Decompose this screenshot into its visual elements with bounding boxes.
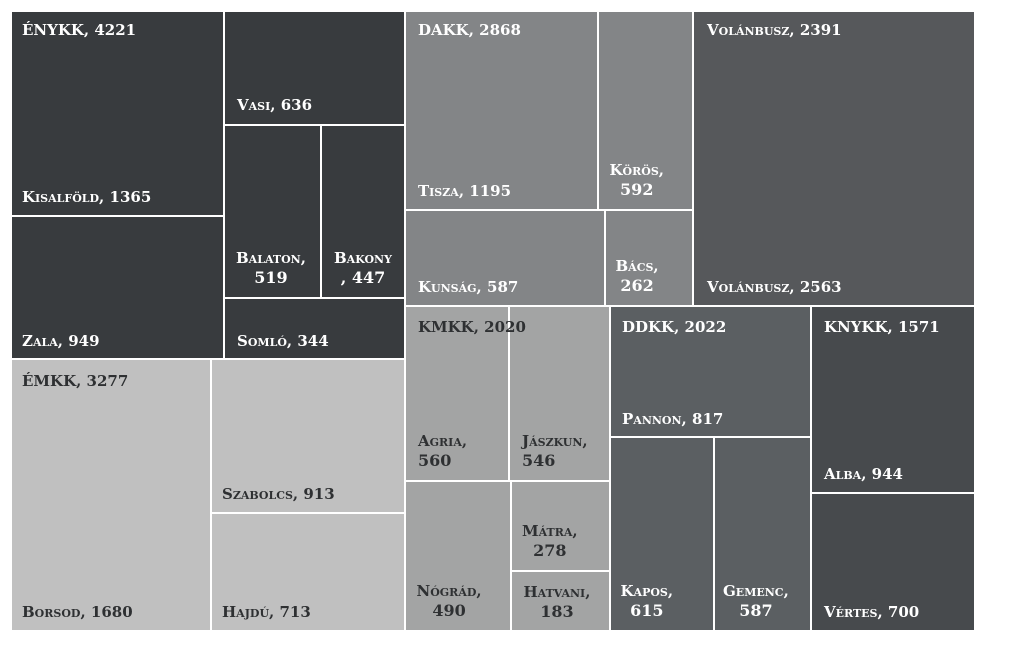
treemap-tile-nograd bbox=[405, 481, 511, 631]
tile-label-borsod: Borsod, 1680 bbox=[22, 602, 133, 622]
tile-label-line2: 587 bbox=[739, 601, 773, 620]
tile-label-line2: 490 bbox=[432, 601, 466, 620]
tile-label-text: Borsod, 1680 bbox=[22, 603, 133, 621]
tile-label-pannon: Pannon, 817 bbox=[622, 409, 723, 429]
tile-label-kisalfold: Kisalföld, 1365 bbox=[22, 187, 151, 207]
treemap-tile-zala bbox=[11, 216, 224, 359]
tile-label-line1: Mátra, bbox=[522, 522, 578, 540]
treemap-tile-pannon bbox=[610, 306, 811, 437]
tile-label-line2: 615 bbox=[630, 601, 664, 620]
tile-label-matra: Mátra, 278 bbox=[522, 521, 578, 561]
tile-label-line2: 183 bbox=[540, 602, 574, 621]
tile-label-agria: Agria, 560 bbox=[418, 431, 467, 471]
tile-label-line1: Gemenc, bbox=[723, 582, 789, 600]
tile-label-text: Szabolcs, 913 bbox=[222, 485, 335, 503]
tile-label-line1: Bakony bbox=[334, 249, 392, 267]
tile-label-szabolcs: Szabolcs, 913 bbox=[222, 484, 335, 504]
tile-label-text: Somló, 344 bbox=[237, 332, 329, 350]
tile-label-gemenc: Gemenc, 587 bbox=[723, 581, 789, 621]
tile-label-tisza: Tisza, 1195 bbox=[418, 181, 511, 201]
treemap-tile-volanbusz bbox=[693, 11, 975, 306]
treemap-tile-bakony bbox=[321, 125, 405, 298]
treemap-tile-matra bbox=[511, 481, 610, 571]
group-label-enykk: ÉNYKK, 4221 bbox=[22, 21, 137, 39]
treemap-tile-tisza bbox=[405, 11, 598, 210]
tile-label-text: Vasi, 636 bbox=[237, 96, 313, 114]
tile-label-kapos: Kapos, 615 bbox=[621, 581, 674, 621]
treemap-tile-somlo bbox=[224, 298, 405, 359]
tile-label-jaszkun: Jászkun, 546 bbox=[522, 431, 588, 471]
group-label-volanbusz: Volánbusz, 2391 bbox=[707, 21, 842, 39]
treemap-tile-kisalfold bbox=[11, 11, 224, 216]
group-label-emkk: ÉMKK, 3277 bbox=[22, 372, 129, 390]
treemap-tile-kunsag bbox=[405, 210, 605, 306]
tile-label-line1: Körös, bbox=[609, 161, 665, 179]
tile-label-kunsag: Kunság, 587 bbox=[418, 277, 518, 297]
tile-label-hatvani: Hatvani, 183 bbox=[524, 582, 591, 622]
tile-label-nograd: Nógrád, 490 bbox=[417, 581, 482, 621]
tile-label-text: Hajdú, 713 bbox=[222, 603, 311, 621]
tile-label-line2: 519 bbox=[254, 268, 288, 287]
tile-label-line2: 278 bbox=[533, 541, 567, 560]
tile-label-alba: Alba, 944 bbox=[824, 464, 903, 484]
tile-label-line2: 592 bbox=[620, 180, 654, 199]
treemap-tile-borsod bbox=[11, 359, 211, 631]
treemap-tile-balaton bbox=[224, 125, 321, 298]
tile-label-bacs: Bács, 262 bbox=[616, 256, 659, 296]
treemap-tile-jaszkun bbox=[509, 306, 610, 481]
tile-label-line1: Nógrád, bbox=[416, 582, 482, 600]
tile-label-line1: Jászkun, bbox=[522, 432, 588, 450]
tile-label-volanbusz: Volánbusz, 2563 bbox=[707, 277, 842, 297]
group-label-dakk: DAKK, 2868 bbox=[418, 21, 521, 39]
treemap-tile-kapos bbox=[610, 437, 714, 631]
tile-label-line2: , 447 bbox=[340, 268, 386, 287]
tile-label-koros: Körös, 592 bbox=[610, 160, 665, 200]
tile-label-text: Pannon, 817 bbox=[622, 410, 724, 428]
treemap-tile-hajdu bbox=[211, 513, 405, 631]
tile-label-text: Kisalföld, 1365 bbox=[22, 188, 152, 206]
tile-label-text: Volánbusz, 2563 bbox=[707, 278, 842, 296]
treemap-tile-agria bbox=[405, 306, 509, 481]
tile-label-text: Kunság, 587 bbox=[418, 278, 519, 296]
tile-label-somlo: Somló, 344 bbox=[237, 331, 329, 351]
tile-label-vertes: Vértes, 700 bbox=[824, 602, 919, 622]
tile-label-line1: Bács, bbox=[615, 257, 659, 275]
tile-label-hajdu: Hajdú, 713 bbox=[222, 602, 311, 622]
tile-label-balaton: Balaton, 519 bbox=[236, 248, 306, 288]
tile-label-zala: Zala, 949 bbox=[22, 331, 100, 351]
group-label-kmkk: KMKK, 2020 bbox=[418, 318, 526, 336]
tile-label-vasi: Vasi, 636 bbox=[237, 95, 312, 115]
tile-label-line2: 262 bbox=[620, 276, 654, 295]
tile-label-line2: 560 bbox=[418, 451, 452, 470]
treemap-tile-vasi bbox=[224, 11, 405, 125]
tile-label-line1: Kapos, bbox=[620, 582, 674, 600]
tile-label-text: Alba, 944 bbox=[824, 465, 903, 483]
group-label-knykk: KNYKK, 1571 bbox=[824, 318, 940, 336]
treemap-tile-alba bbox=[811, 306, 975, 493]
tile-label-text: Zala, 949 bbox=[22, 332, 100, 350]
group-label-ddkk: DDKK, 2022 bbox=[622, 318, 727, 336]
tile-label-bakony: Bakony, 447 bbox=[334, 248, 392, 288]
tile-label-line1: Balaton, bbox=[236, 249, 306, 267]
treemap-tile-hatvani bbox=[511, 571, 610, 631]
tile-label-text: Vértes, 700 bbox=[824, 603, 920, 621]
tile-label-line2: 546 bbox=[522, 451, 556, 470]
tile-label-line1: Hatvani, bbox=[523, 583, 591, 601]
treemap-tile-vertes bbox=[811, 493, 975, 631]
treemap-tile-gemenc bbox=[714, 437, 811, 631]
tile-label-text: Tisza, 1195 bbox=[418, 182, 512, 200]
treemap-tile-bacs bbox=[605, 210, 693, 306]
tile-label-line1: Agria, bbox=[418, 432, 468, 450]
treemap-tile-szabolcs bbox=[211, 359, 405, 513]
treemap-tile-koros bbox=[598, 11, 693, 210]
